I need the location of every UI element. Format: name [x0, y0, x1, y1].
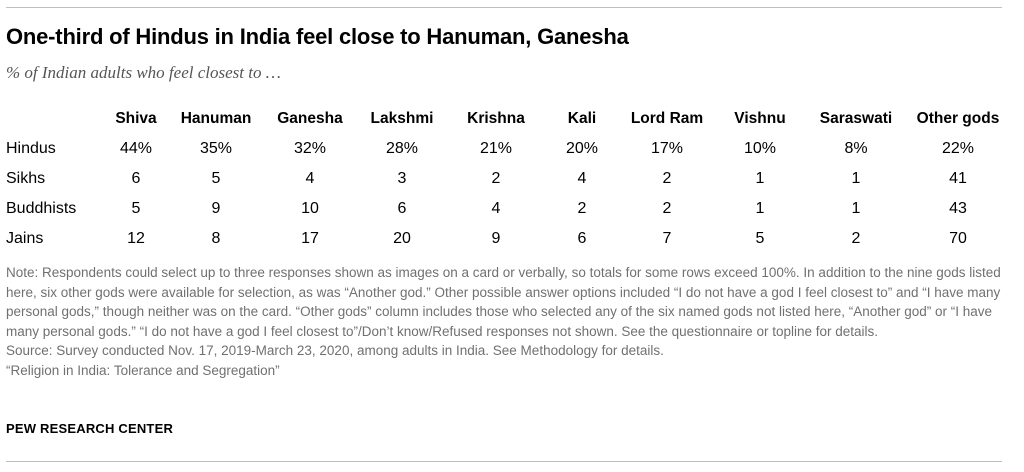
page-subtitle: % of Indian adults who feel closest to …	[6, 63, 281, 82]
table-row-jains: Jains 12 8 17 20 9 6 7 5 2 70	[0, 224, 1010, 254]
table-cell: 32%	[293, 140, 327, 157]
table-cell: 2	[662, 200, 672, 217]
table-cell: 1	[851, 170, 861, 187]
table-cell: 41	[949, 170, 967, 187]
table-cell: 21%	[479, 140, 513, 157]
row-label: Jains	[6, 230, 44, 247]
row-label: Hindus	[6, 140, 56, 157]
column-header-hanuman: Hanuman	[180, 110, 252, 127]
source-text: Source: Survey conducted Nov. 17, 2019-M…	[6, 343, 664, 358]
table-cell: 5	[211, 170, 221, 187]
row-label: Buddhists	[6, 200, 77, 217]
table-cell: 5	[755, 230, 765, 247]
table-row-sikhs: Sikhs 6 5 4 3 2 4 2 1 1 41	[0, 164, 1010, 194]
table-cell: 4	[577, 170, 587, 187]
table-cell: 20%	[565, 140, 599, 157]
corner-cell	[0, 104, 104, 134]
column-header-other-gods: Other gods	[916, 110, 1000, 127]
footnotes: Note: Respondents could select up to thr…	[6, 263, 1006, 380]
table-cell: 8%	[844, 140, 868, 157]
table-cell: 2	[491, 170, 501, 187]
column-header-lakshmi: Lakshmi	[370, 110, 434, 127]
page-title: One-third of Hindus in India feel close …	[6, 24, 629, 49]
table-cell: 10	[301, 200, 319, 217]
column-header-saraswati: Saraswati	[819, 110, 893, 127]
row-label: Sikhs	[6, 170, 46, 187]
table-cell: 17%	[650, 140, 684, 157]
column-header-kali: Kali	[567, 110, 597, 127]
column-header-vishnu: Vishnu	[734, 110, 786, 127]
table-cell: 4	[491, 200, 501, 217]
brand-logo-text: PEW RESEARCH CENTER	[6, 421, 174, 436]
table-cell: 22%	[941, 140, 975, 157]
table-cell: 10%	[743, 140, 777, 157]
table-cell: 28%	[385, 140, 419, 157]
table-cell: 17	[301, 230, 319, 247]
table-row-buddhists: Buddhists 5 9 10 6 4 2 2 1 1 43	[0, 194, 1010, 224]
table-cell: 3	[397, 170, 407, 187]
table-cell: 1	[851, 200, 861, 217]
table-cell: 1	[755, 170, 765, 187]
table-cell: 9	[211, 200, 221, 217]
table-cell: 6	[131, 170, 141, 187]
table-cell: 8	[211, 230, 221, 247]
table-cell: 20	[393, 230, 411, 247]
column-header-ganesha: Ganesha	[277, 110, 343, 127]
table-cell: 2	[851, 230, 861, 247]
data-table: Shiva Hanuman Ganesha Lakshmi Krishna Ka…	[0, 104, 1010, 254]
table-cell: 43	[949, 200, 967, 217]
bottom-divider	[6, 461, 1002, 462]
table-cell: 35%	[199, 140, 233, 157]
table-row-hindus: Hindus 44% 35% 32% 28% 21% 20% 17% 10% 8…	[0, 134, 1010, 164]
table-cell: 9	[491, 230, 501, 247]
table-cell: 5	[131, 200, 141, 217]
table-cell: 44%	[119, 140, 153, 157]
table-cell: 2	[662, 170, 672, 187]
top-divider	[6, 7, 1002, 8]
note-text: Note: Respondents could select up to thr…	[6, 265, 1001, 339]
column-header-krishna: Krishna	[467, 110, 525, 127]
table-cell: 6	[397, 200, 407, 217]
table-cell: 4	[305, 170, 315, 187]
table-cell: 7	[662, 230, 672, 247]
header-row: Shiva Hanuman Ganesha Lakshmi Krishna Ka…	[0, 104, 1010, 134]
table-cell: 1	[755, 200, 765, 217]
column-header-lord-ram: Lord Ram	[630, 110, 704, 127]
table-cell: 2	[577, 200, 587, 217]
report-title: “Religion in India: Tolerance and Segreg…	[6, 362, 280, 378]
table-cell: 70	[949, 230, 967, 247]
column-header-shiva: Shiva	[115, 110, 157, 127]
table-cell: 6	[577, 230, 587, 247]
table-cell: 12	[127, 230, 145, 247]
